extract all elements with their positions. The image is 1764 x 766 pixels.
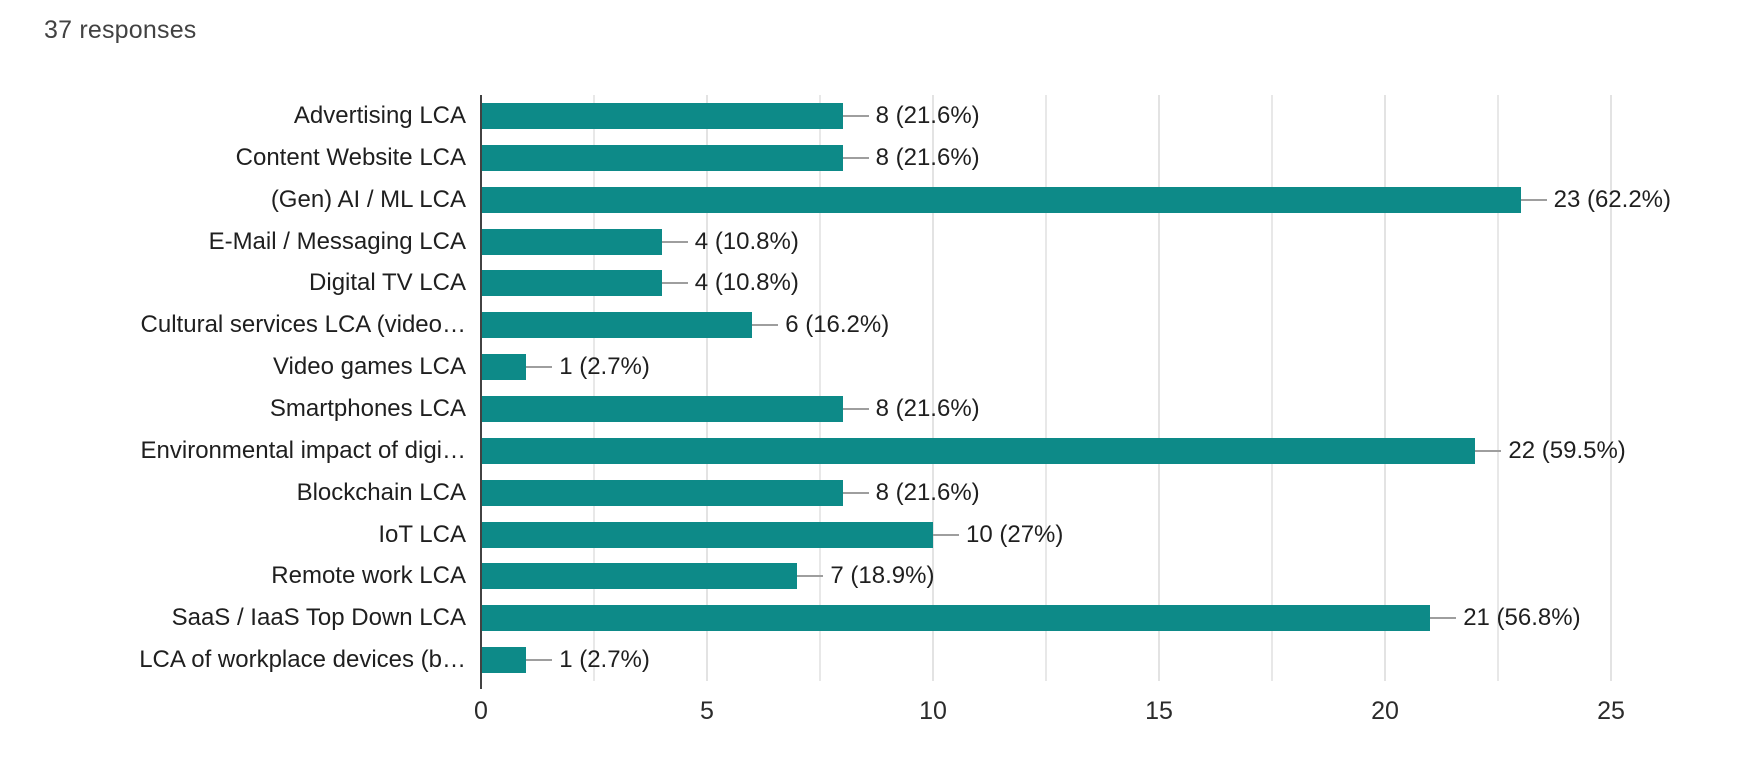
bar: [481, 312, 753, 339]
x-axis-tick-labels: 0 5 10 15 20 25: [0, 697, 1764, 733]
value-label: 8 (21.6%): [875, 394, 980, 422]
gridline: [819, 95, 821, 681]
gridline: [1497, 95, 1499, 681]
gridline: [1384, 95, 1386, 681]
value-connector-line: [1520, 198, 1547, 201]
category-label: SaaS / IaaS Top Down LCA: [171, 604, 466, 632]
x-tick-label: 5: [700, 697, 714, 725]
category-label: Smartphones LCA: [269, 394, 466, 422]
value-label: 1 (2.7%): [559, 353, 650, 381]
value-label: 10 (27%): [966, 520, 1064, 548]
value-connector-line: [842, 491, 869, 494]
gridline: [706, 95, 708, 681]
value-label: 8 (21.6%): [875, 478, 980, 506]
value-connector-line: [933, 533, 959, 536]
category-label: LCA of workplace devices (b…: [139, 646, 466, 674]
category-label: Cultural services LCA (video…: [140, 311, 466, 339]
chart-row: 23 (62.2%): [481, 179, 1671, 221]
bar: [481, 647, 527, 674]
category-label: Remote work LCA: [271, 562, 466, 590]
value-connector-line: [526, 366, 553, 369]
bar: [481, 270, 662, 297]
category-label: Content Website LCA: [235, 143, 466, 171]
bar: [481, 521, 933, 548]
x-tick-label: 15: [1145, 697, 1173, 725]
value-label: 6 (16.2%): [785, 311, 890, 339]
gridline: [1158, 95, 1160, 681]
x-tick-label: 0: [474, 697, 488, 725]
chart-row: 1 (2.7%): [481, 346, 1611, 388]
category-label: Environmental impact of digi…: [140, 436, 466, 464]
category-label: IoT LCA: [378, 520, 466, 548]
value-label: 4 (10.8%): [694, 227, 799, 255]
bar: [481, 186, 1521, 213]
category-label: (Gen) AI / ML LCA: [270, 185, 466, 213]
plot-area: 8 (21.6%) 8 (21.6%) 23 (62.2%) 4 (10.8%) 4 (…: [481, 95, 1671, 681]
value-label: 1 (2.7%): [559, 646, 650, 674]
gridline: [932, 95, 934, 681]
value-label: 8 (21.6%): [875, 101, 980, 129]
y-axis-baseline: [480, 95, 482, 689]
bar: [481, 144, 843, 171]
value-connector-line: [661, 240, 688, 243]
chart-row: 8 (21.6%): [481, 137, 1611, 179]
value-connector-line: [661, 282, 688, 285]
chart-row: 4 (10.8%): [481, 262, 1611, 304]
x-tick-label: 25: [1597, 697, 1625, 725]
value-connector-line: [797, 575, 824, 578]
value-connector-line: [842, 156, 869, 159]
value-label: 23 (62.2%): [1553, 185, 1671, 213]
value-connector-line: [842, 114, 869, 117]
bar: [481, 354, 527, 381]
value-label: 4 (10.8%): [694, 269, 799, 297]
responses-count-label: 37 responses: [44, 16, 197, 44]
category-label: E-Mail / Messaging LCA: [208, 227, 466, 255]
x-tick-label: 10: [919, 697, 947, 725]
bar: [481, 228, 662, 255]
bar: [481, 605, 1431, 632]
gridline: [593, 95, 595, 681]
category-label: Blockchain LCA: [296, 478, 466, 506]
value-connector-line: [526, 659, 553, 662]
chart-row: 22 (59.5%): [481, 430, 1626, 472]
value-label: 8 (21.6%): [875, 143, 980, 171]
category-label: Digital TV LCA: [309, 269, 466, 297]
chart-row: 1 (2.7%): [481, 639, 1611, 681]
bar: [481, 479, 843, 506]
gridline: [1271, 95, 1273, 681]
category-label: Video games LCA: [272, 353, 466, 381]
value-label: 22 (59.5%): [1508, 436, 1626, 464]
chart-row: 6 (16.2%): [481, 304, 1611, 346]
chart-row: 8 (21.6%): [481, 95, 1611, 137]
chart-row: 10 (27%): [481, 514, 1611, 556]
chart-row: 7 (18.9%): [481, 555, 1611, 597]
category-labels-column: Advertising LCA Content Website LCA (Gen) …: [0, 95, 473, 681]
bar: [481, 437, 1476, 464]
category-label: Advertising LCA: [293, 101, 466, 129]
value-label: 7 (18.9%): [830, 562, 935, 590]
chart-row: 8 (21.6%): [481, 388, 1611, 430]
value-connector-line: [842, 407, 869, 410]
chart-row: 8 (21.6%): [481, 472, 1611, 514]
value-connector-line: [1430, 617, 1457, 620]
gridline: [1610, 95, 1612, 681]
chart-row: 4 (10.8%): [481, 221, 1611, 263]
bar-rows: 8 (21.6%) 8 (21.6%) 23 (62.2%) 4 (10.8%) 4 (…: [481, 95, 1671, 681]
bar: [481, 563, 798, 590]
chart-row: 21 (56.8%): [481, 597, 1611, 639]
value-connector-line: [752, 324, 779, 327]
bar: [481, 102, 843, 129]
gridline: [1045, 95, 1047, 681]
bar: [481, 395, 843, 422]
value-label: 21 (56.8%): [1463, 604, 1581, 632]
value-connector-line: [1475, 449, 1502, 452]
x-tick-label: 20: [1371, 697, 1399, 725]
